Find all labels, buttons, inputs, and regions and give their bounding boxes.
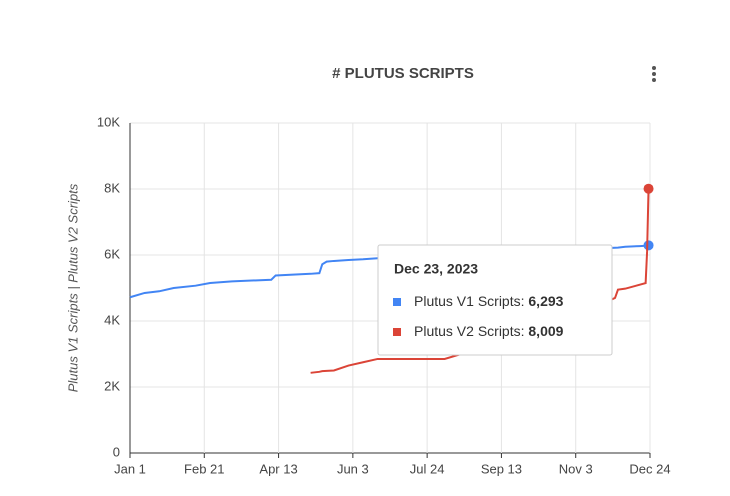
menu-dot[interactable]: [652, 78, 656, 82]
y-axis-label: Plutus V1 Scripts | Plutus V2 Scripts: [65, 183, 80, 392]
series-line: [129, 244, 649, 299]
tooltip-title: Dec 23, 2023: [394, 261, 478, 277]
y-tick-label: 10K: [97, 114, 120, 129]
menu-dot[interactable]: [652, 72, 656, 76]
x-tick-label: Apr 13: [259, 461, 297, 476]
tooltip-value: 8,009: [528, 323, 563, 339]
y-tick-label: 4K: [104, 312, 120, 327]
x-tick-label: Dec 24: [629, 461, 670, 476]
point-marker: [643, 240, 654, 251]
x-tick-label: Sep 13: [481, 461, 522, 476]
point-marker: [643, 183, 654, 194]
x-tick-label: Jun 3: [337, 461, 369, 476]
tooltip-box: [377, 244, 613, 356]
x-tick-label: Feb 21: [184, 461, 224, 476]
y-tick-label: 0: [113, 444, 120, 459]
chart-title: # PLUTUS SCRIPTS: [332, 65, 474, 82]
y-tick-label: 8K: [104, 180, 120, 195]
series-line: [310, 188, 650, 374]
y-tick-label: 6K: [104, 246, 120, 261]
y-tick-label: 2K: [104, 378, 120, 393]
x-tick-label: Jan 1: [114, 461, 146, 476]
tooltip-entry: Plutus V2 Scripts: 8,009: [414, 323, 564, 339]
tooltip-series-name: Plutus V1 Scripts:: [414, 293, 525, 309]
legend-swatch: [393, 328, 401, 336]
tooltip-series-name: Plutus V2 Scripts:: [414, 323, 525, 339]
tooltip-entry: Plutus V1 Scripts: 6,293: [414, 293, 564, 309]
legend-swatch: [393, 298, 401, 306]
tooltip-value: 6,293: [528, 293, 563, 309]
menu-dot[interactable]: [652, 66, 656, 70]
x-tick-label: Jul 24: [410, 461, 445, 476]
menu-button[interactable]: [652, 66, 656, 82]
x-tick-label: Nov 3: [559, 461, 593, 476]
